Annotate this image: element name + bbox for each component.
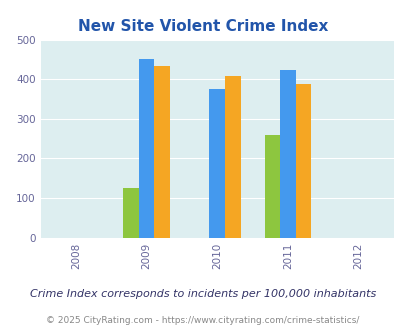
Bar — [139, 59, 154, 238]
Text: New Site Violent Crime Index: New Site Violent Crime Index — [78, 19, 327, 34]
Bar — [154, 66, 169, 238]
Text: © 2025 CityRating.com - https://www.cityrating.com/crime-statistics/: © 2025 CityRating.com - https://www.city… — [46, 316, 359, 325]
Bar — [123, 188, 139, 238]
Bar — [264, 135, 279, 238]
Text: Crime Index corresponds to incidents per 100,000 inhabitants: Crime Index corresponds to incidents per… — [30, 289, 375, 299]
Bar — [224, 77, 240, 238]
Bar — [209, 89, 224, 238]
Bar — [279, 71, 295, 238]
Bar — [295, 84, 310, 238]
